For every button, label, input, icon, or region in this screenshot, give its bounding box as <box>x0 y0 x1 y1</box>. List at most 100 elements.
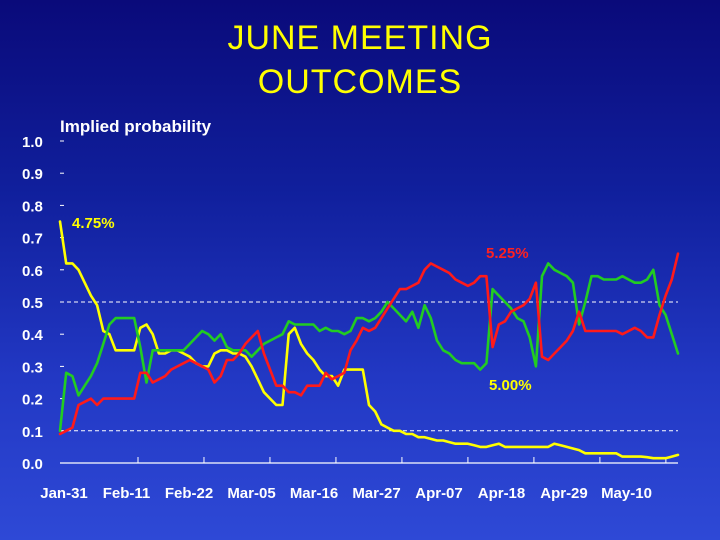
series-0-point <box>189 355 191 358</box>
series-2-point <box>83 401 86 403</box>
series-1-point <box>640 281 642 284</box>
series-1-point <box>189 343 191 345</box>
series-2-point <box>417 281 420 284</box>
series-1-point <box>127 317 129 319</box>
series-0-point <box>417 436 420 439</box>
series-1-point <box>65 372 67 374</box>
series-2-point <box>324 372 327 374</box>
series-0-point <box>541 446 543 448</box>
y-tick-label: 0.0 <box>22 456 43 473</box>
series-0-point <box>615 452 617 455</box>
series-2-point <box>108 397 111 400</box>
series-1-point <box>182 349 185 352</box>
y-axis-title: Implied probability <box>60 117 212 136</box>
y-tick-label: 0.3 <box>22 359 43 376</box>
series-2-point <box>201 365 203 368</box>
series-1-point <box>498 294 500 297</box>
series-2-point <box>65 430 67 432</box>
series-2-point <box>127 397 129 400</box>
series-2-point <box>362 327 364 329</box>
series-1-point <box>368 320 370 323</box>
series-0-point <box>281 404 284 406</box>
annotation-label: 5.00% <box>489 377 532 394</box>
series-2-point <box>627 330 630 332</box>
series-1-point <box>535 365 537 368</box>
series-2-point <box>213 381 216 384</box>
series-0-point <box>96 304 98 307</box>
series-0-point <box>621 455 624 458</box>
y-tick-label: 0.8 <box>22 198 43 215</box>
series-1-point <box>121 317 123 319</box>
series-2-point <box>405 288 407 290</box>
series-0-point <box>658 457 661 460</box>
series-0-point <box>207 365 210 368</box>
series-1-point <box>294 323 296 326</box>
series-0-point <box>337 384 339 387</box>
series-1-point <box>59 430 61 432</box>
series-0-point <box>516 446 519 448</box>
series-2-point <box>287 391 290 394</box>
x-tick-label: Apr-29 <box>540 485 588 502</box>
series-1-point <box>263 343 265 345</box>
series-0-point <box>460 442 463 445</box>
series-2-point <box>528 298 531 300</box>
series-1-point <box>108 323 111 326</box>
series-2-point <box>547 359 549 361</box>
series-1-point <box>176 349 179 352</box>
series-2-point <box>498 323 500 326</box>
series-2-point <box>621 333 624 336</box>
series-2-point <box>355 339 358 342</box>
series-1-point <box>615 278 617 281</box>
series-0-point <box>145 323 148 326</box>
y-tick-label: 0.1 <box>22 424 43 441</box>
series-0-point <box>442 439 445 442</box>
series-1-point <box>491 288 494 290</box>
series-2-point <box>479 275 482 278</box>
series-1-point <box>528 336 531 339</box>
y-tick-label: 0.2 <box>22 392 43 409</box>
series-0-point <box>596 452 599 455</box>
series-0-point <box>664 457 667 460</box>
series-2-point <box>170 368 172 371</box>
series-0-point <box>491 444 494 447</box>
series-2-point <box>423 269 426 271</box>
series-2-point <box>121 397 123 400</box>
series-0-point <box>609 452 611 455</box>
series-2-point <box>386 307 389 310</box>
series-0-point <box>374 410 377 413</box>
series-1-point <box>318 330 321 332</box>
series-1-point <box>250 355 253 358</box>
series-1-point <box>485 362 488 365</box>
series-1-point <box>337 330 339 332</box>
series-1-point <box>306 323 309 326</box>
x-tick-label: Apr-18 <box>478 485 526 502</box>
series-2-point <box>90 397 92 400</box>
series-1-point <box>411 310 414 313</box>
series-2-point <box>349 349 352 352</box>
series-2-point <box>337 375 339 377</box>
series-2-point <box>590 330 593 332</box>
series-2-point <box>566 339 568 342</box>
series-2-point <box>578 310 580 313</box>
series-0-point <box>164 352 166 355</box>
series-1-point <box>677 352 679 355</box>
series-0-point <box>151 333 154 336</box>
series-0-point <box>386 426 389 429</box>
series-1-point <box>312 323 315 326</box>
series-2-point <box>559 346 562 348</box>
series-2-point <box>640 330 642 332</box>
series-1-point <box>343 333 346 336</box>
series-2-point <box>646 336 648 339</box>
series-0-point <box>368 404 370 406</box>
x-tick-label: Mar-16 <box>290 485 338 502</box>
series-0-point <box>102 330 105 332</box>
series-1-point <box>578 323 580 326</box>
y-tick-label: 1.0 <box>22 134 43 151</box>
series-1-point <box>584 301 587 303</box>
y-tick-label: 0.4 <box>22 327 44 344</box>
series-1-point <box>102 343 105 345</box>
x-tick-label: Feb-22 <box>165 485 213 502</box>
series-1-point <box>510 307 512 310</box>
series-0-point <box>127 349 129 352</box>
